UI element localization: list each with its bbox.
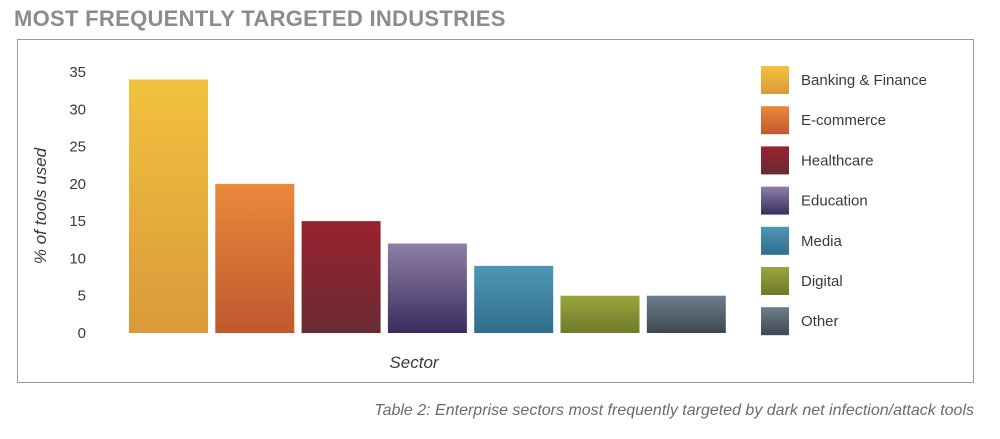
- y-tick-label: 30: [69, 101, 86, 118]
- legend-swatch: [761, 66, 789, 94]
- bar-banking-finance: [129, 79, 208, 333]
- bar-digital: [560, 295, 640, 333]
- legend-label: Banking & Finance: [801, 72, 927, 89]
- x-axis-title: Sector: [389, 353, 439, 372]
- y-tick-label: 10: [69, 250, 86, 267]
- y-tick-label: 5: [78, 288, 86, 305]
- legend-label: Digital: [801, 273, 843, 290]
- legend-label: Healthcare: [801, 152, 874, 169]
- y-tick-label: 0: [78, 325, 86, 342]
- legend-swatch: [761, 146, 789, 175]
- legend-swatch: [761, 307, 789, 336]
- page-title: MOST FREQUENTLY TARGETED INDUSTRIES: [14, 6, 506, 31]
- legend-label: Education: [801, 193, 868, 210]
- legend-swatch: [761, 186, 789, 215]
- legend: Banking & Finance E-commerce Healthcare Edu…: [761, 66, 927, 336]
- chart-frame: [17, 39, 974, 383]
- y-tick-label: 15: [69, 213, 86, 230]
- bar-e-commerce: [215, 183, 295, 333]
- bars: [129, 79, 726, 333]
- figure-caption: Table 2: Enterprise sectors most frequen…: [374, 402, 974, 419]
- legend-swatch: [761, 267, 789, 295]
- bar-education: [387, 243, 467, 333]
- bar-healthcare: [301, 221, 381, 333]
- legend-swatch: [761, 226, 789, 255]
- bar-other: [646, 295, 726, 333]
- bar-media: [474, 265, 554, 333]
- y-tick-label: 35: [69, 64, 86, 81]
- y-tick-label: 20: [69, 176, 86, 193]
- legend-label: E-commerce: [801, 112, 886, 129]
- legend-label: Media: [801, 233, 843, 250]
- legend-label: Other: [801, 313, 839, 330]
- legend-swatch: [761, 106, 789, 135]
- y-axis-title: % of tools used: [31, 147, 50, 264]
- y-axis: 0 5 10 15 20 25 30 35: [69, 64, 86, 342]
- y-tick-label: 25: [69, 139, 86, 156]
